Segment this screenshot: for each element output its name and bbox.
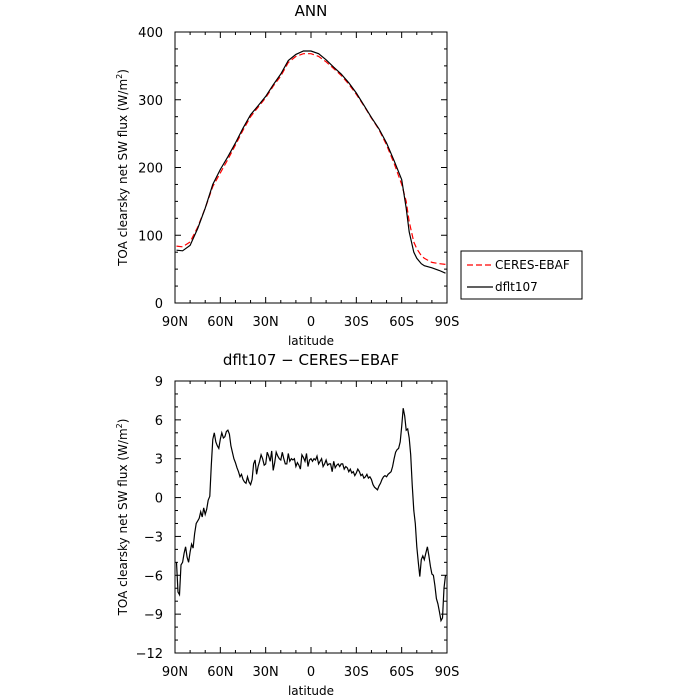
y-tick-label: 0	[155, 492, 163, 507]
x-tick-label: 90S	[435, 665, 460, 680]
y-tick-label: −3	[144, 530, 163, 545]
x-tick-label: 0	[307, 315, 315, 330]
x-tick-label: 30S	[344, 315, 369, 330]
y-tick-label: −6	[144, 569, 163, 584]
x-axis-label: latitude	[288, 684, 334, 698]
chart-title: ANN	[295, 2, 328, 20]
series-line-ceres-ebaf	[176, 53, 446, 265]
y-tick-label: 0	[155, 297, 163, 312]
chart-flux-difference: dflt107 − CERES−EBAF 90N 60N 30N 0 30S 60S 90S −…	[115, 351, 459, 698]
x-axis-label: latitude	[288, 334, 334, 348]
x-tick-label: 30S	[344, 665, 369, 680]
y-axis-label: TOA clearsky net SW flux (W/m2)	[115, 419, 130, 617]
y-tick-label: 300	[138, 94, 163, 109]
x-tick-label: 30N	[253, 665, 279, 680]
y-tick-label: 100	[138, 229, 163, 244]
x-tick-label: 60N	[207, 665, 233, 680]
series-line-dflt107	[176, 50, 446, 274]
plot-frame	[174, 380, 448, 654]
y-tick-label: 3	[155, 453, 163, 468]
x-tick-label: 90S	[435, 315, 460, 330]
y-tick-label: −12	[136, 647, 163, 662]
x-tick-label: 90N	[162, 665, 188, 680]
legend-box	[460, 250, 583, 300]
legend-label: dflt107	[495, 280, 538, 294]
y-tick-label: −9	[144, 608, 163, 623]
legend-label: CERES-EBAF	[495, 258, 570, 272]
series-line-difference	[175, 408, 447, 623]
x-tick-label: 0	[307, 665, 315, 680]
y-tick-label: 200	[138, 162, 163, 177]
y-tick-label: 9	[155, 375, 163, 390]
chart-flux-ann: ANN 90N 60N 30N 0 30S 60S 90S 0 100 200 300 400 latit…	[115, 2, 583, 348]
x-tick-label: 60N	[207, 315, 233, 330]
plot-frame	[174, 31, 448, 304]
x-tick-label: 60S	[389, 665, 414, 680]
chart-title: dflt107 − CERES−EBAF	[223, 351, 399, 369]
legend: CERES-EBAF dflt107	[460, 250, 583, 300]
x-tick-label: 90N	[162, 315, 188, 330]
y-axis-label: TOA clearsky net SW flux (W/m2)	[115, 69, 130, 267]
y-tick-label: 6	[155, 414, 163, 429]
x-tick-label: 30N	[253, 315, 279, 330]
x-tick-label: 60S	[389, 315, 414, 330]
y-tick-label: 400	[138, 26, 163, 41]
